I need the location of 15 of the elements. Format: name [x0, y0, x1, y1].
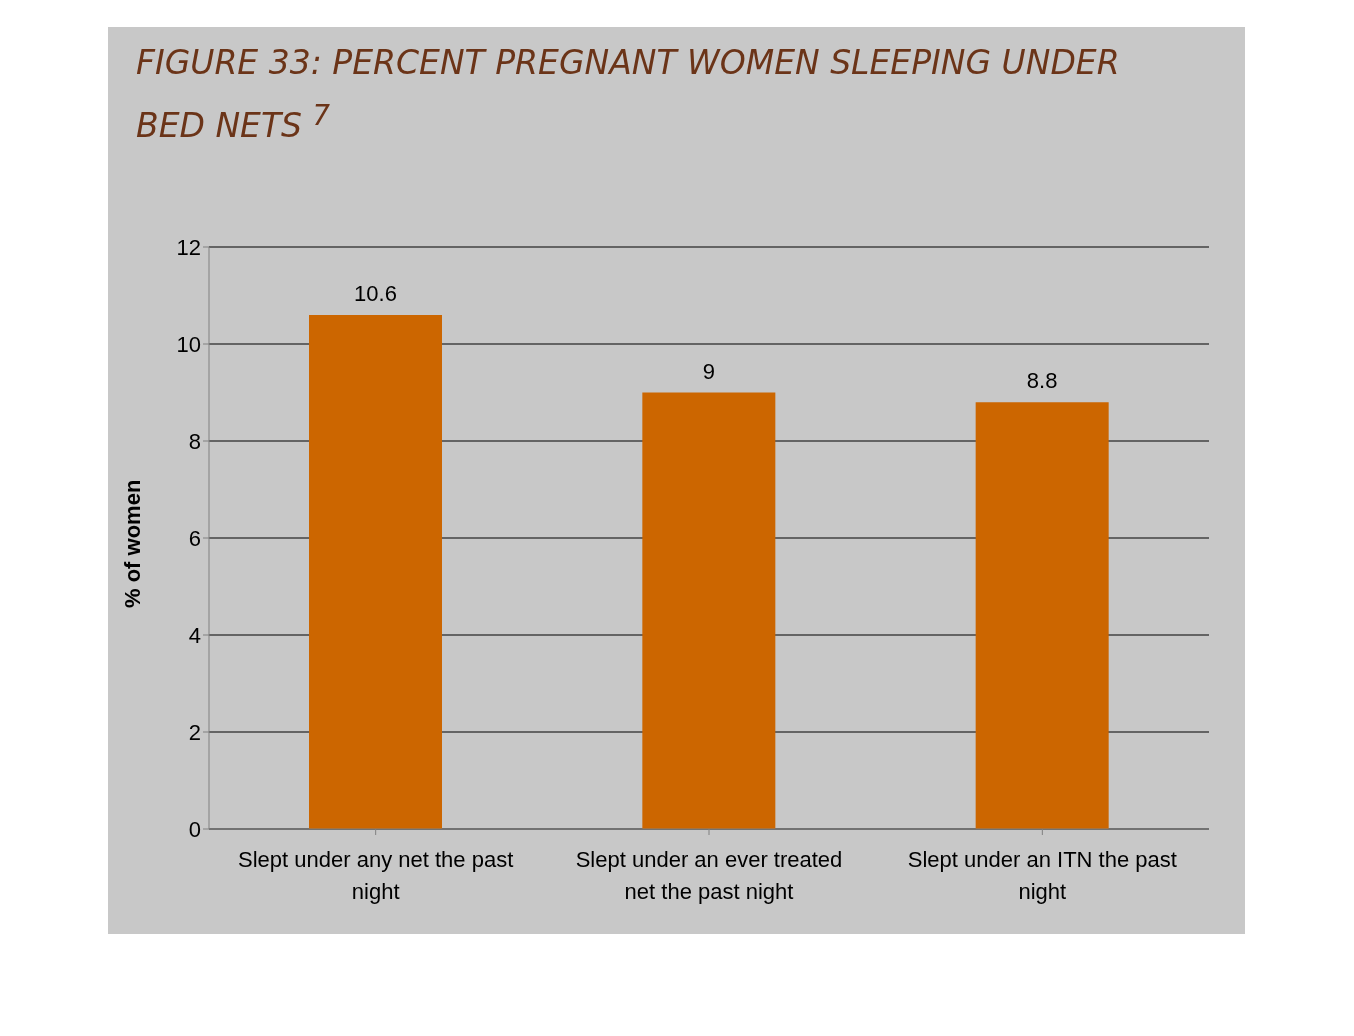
- y-tick-label: 8: [188, 428, 201, 454]
- y-tick-label: 6: [188, 525, 201, 551]
- x-tick-label: Slept under any net the past night: [238, 847, 514, 904]
- y-tick-label: 4: [188, 622, 201, 648]
- data-label: 9: [702, 358, 715, 384]
- y-tick-label: 12: [176, 234, 201, 260]
- y-tick-label: 10: [176, 331, 201, 357]
- data-label: 8.8: [1026, 368, 1058, 394]
- chart-title: FIGURE 33: PERCENT PREGNANT WOMEN SLEEPING UNDER BED NETS $^{7}$: [136, 43, 1120, 145]
- y-tick-label: 2: [188, 719, 201, 745]
- y-axis-title: % of women: [119, 479, 145, 608]
- y-tick-label: 0: [188, 816, 201, 842]
- x-tick-label: Slept under an ever treated net the past night: [575, 847, 843, 904]
- x-tick-label: Slept under an ITN the past night: [907, 847, 1177, 904]
- data-label: 10.6: [354, 280, 397, 306]
